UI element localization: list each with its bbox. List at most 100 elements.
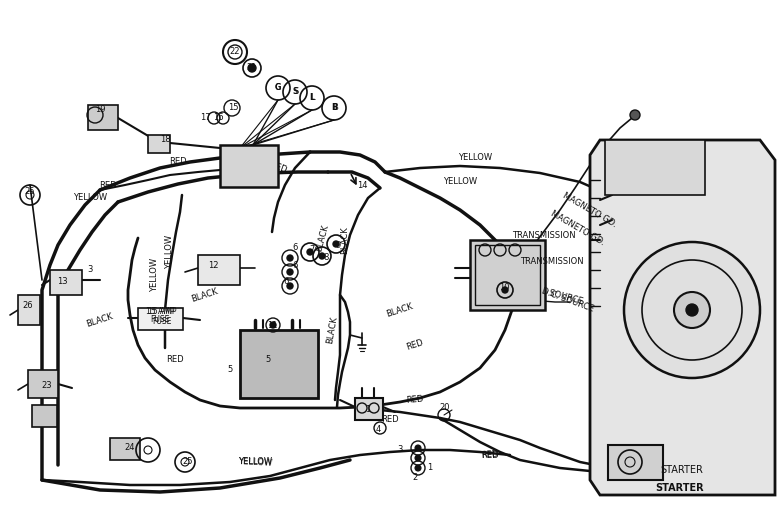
Circle shape (630, 110, 640, 120)
Circle shape (248, 64, 256, 72)
Circle shape (287, 283, 293, 289)
Text: BLACK: BLACK (314, 223, 330, 252)
Text: 16: 16 (212, 114, 223, 122)
Text: D.C. SOURCE: D.C. SOURCE (528, 284, 583, 307)
Text: YELLOW: YELLOW (238, 457, 272, 467)
Text: YELLOW: YELLOW (151, 258, 159, 292)
Text: 10: 10 (499, 283, 510, 293)
Text: BLACK: BLACK (191, 286, 220, 303)
Text: 5: 5 (265, 356, 270, 364)
Circle shape (415, 455, 421, 461)
Text: 25: 25 (25, 187, 35, 197)
Circle shape (287, 255, 293, 261)
Text: STARTER: STARTER (661, 465, 703, 475)
Text: FUSE: FUSE (152, 317, 172, 327)
Text: 5: 5 (227, 365, 233, 375)
Circle shape (270, 322, 276, 328)
Text: B: B (331, 104, 337, 112)
Text: 1: 1 (427, 463, 433, 473)
Text: 13: 13 (56, 278, 67, 286)
Text: B: B (332, 104, 338, 112)
Text: 6: 6 (292, 244, 298, 252)
Text: 17: 17 (200, 114, 210, 122)
Text: 2: 2 (412, 474, 418, 482)
Text: 1: 1 (365, 406, 371, 414)
Text: D.C. SOURCE: D.C. SOURCE (541, 286, 595, 314)
Text: 15 AMP: 15 AMP (147, 308, 176, 316)
Text: RED: RED (406, 395, 424, 405)
Text: 7: 7 (310, 246, 314, 254)
Text: S: S (292, 88, 298, 96)
Text: YELLOW: YELLOW (458, 153, 492, 163)
Bar (32, 405, 57, 427)
Text: 25: 25 (183, 458, 193, 466)
Text: RED: RED (169, 157, 187, 167)
Text: 24: 24 (125, 443, 136, 453)
Text: G: G (274, 84, 281, 92)
Text: 20: 20 (440, 404, 450, 412)
Bar (88, 105, 118, 130)
Circle shape (686, 304, 698, 316)
Text: 26: 26 (23, 300, 33, 310)
Text: RED: RED (268, 161, 288, 175)
Text: RED: RED (481, 450, 499, 460)
Text: 19: 19 (95, 105, 105, 115)
Text: BLACK: BLACK (386, 301, 415, 318)
Text: MAGNETO GD.: MAGNETO GD. (550, 209, 607, 247)
Text: BLACK: BLACK (340, 226, 350, 254)
Bar (240, 330, 318, 398)
Text: TRANSMISSION: TRANSMISSION (512, 231, 575, 239)
Text: YELLOW: YELLOW (238, 458, 272, 466)
Bar (50, 270, 82, 295)
Text: G: G (275, 84, 281, 92)
Text: 14: 14 (357, 181, 367, 189)
Bar (138, 308, 183, 330)
Text: RED: RED (405, 338, 425, 352)
Text: BLACK: BLACK (85, 312, 114, 329)
Text: L: L (310, 93, 314, 103)
Text: BLACK: BLACK (325, 316, 339, 345)
Bar (355, 398, 383, 420)
Text: 9: 9 (336, 240, 340, 250)
Bar (220, 145, 278, 187)
Text: 8: 8 (323, 252, 328, 262)
Text: 22: 22 (230, 47, 240, 56)
Text: 18: 18 (160, 136, 170, 144)
Text: TRANSMISSION: TRANSMISSION (521, 257, 584, 266)
Polygon shape (590, 140, 775, 495)
Circle shape (307, 249, 313, 255)
Text: YELLOW: YELLOW (165, 235, 175, 269)
Text: 4: 4 (376, 426, 380, 434)
Text: RED: RED (481, 450, 499, 460)
Text: 21: 21 (247, 63, 257, 73)
Text: S: S (293, 88, 299, 96)
Circle shape (674, 292, 710, 328)
Bar (148, 135, 170, 153)
Bar (18, 295, 40, 325)
Text: RED: RED (166, 356, 183, 364)
Text: 12: 12 (208, 261, 218, 269)
Text: RED: RED (381, 415, 399, 425)
Bar (198, 255, 240, 285)
Text: L: L (310, 93, 314, 103)
Circle shape (415, 445, 421, 451)
Text: 15 AMP: 15 AMP (146, 308, 174, 316)
Text: 3: 3 (397, 445, 403, 455)
Circle shape (319, 253, 325, 259)
Text: MAGNETO GD.: MAGNETO GD. (561, 191, 619, 229)
Text: YELLOW: YELLOW (443, 178, 477, 186)
Text: 3: 3 (87, 266, 93, 275)
Circle shape (415, 465, 421, 471)
Circle shape (333, 241, 339, 247)
Text: FUSE: FUSE (151, 315, 169, 325)
Bar (605, 140, 705, 195)
Circle shape (502, 287, 508, 293)
Bar (608, 445, 663, 480)
Bar (475, 245, 540, 305)
Text: RED: RED (100, 181, 117, 189)
Text: 6: 6 (292, 261, 298, 269)
Bar (110, 438, 140, 460)
Text: 15: 15 (227, 104, 238, 112)
Circle shape (624, 242, 760, 378)
Text: STARTER: STARTER (655, 483, 704, 493)
